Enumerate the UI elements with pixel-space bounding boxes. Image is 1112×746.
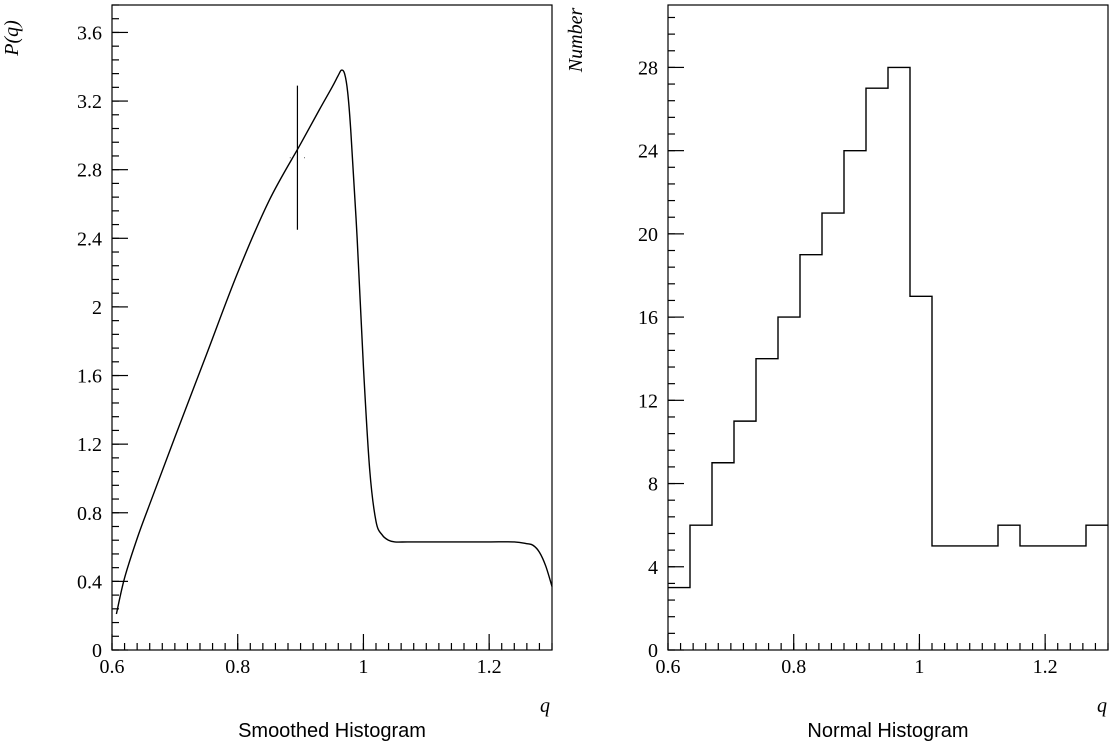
y-tick-label: 2.8: [77, 160, 102, 182]
smoothed-histogram-frame: [111, 4, 553, 651]
smoothed-probability-curve: [115, 69, 553, 615]
y-tick-label: 2.4: [77, 228, 102, 250]
normal-histogram-frame: [667, 4, 1109, 651]
x-tick-label: 1.2: [1033, 656, 1058, 678]
y-tick-label: 2: [92, 297, 102, 319]
y-tick-label: 3.6: [77, 22, 102, 44]
normal-histogram-y-label: Number: [565, 8, 587, 74]
y-tick-label: 16: [638, 307, 658, 329]
y-tick-label: 28: [638, 57, 658, 79]
y-tick-label: 0: [648, 640, 658, 662]
x-tick-label: 1: [358, 656, 368, 678]
y-tick-label: 3.2: [77, 91, 102, 113]
histogram-step-outline: [668, 66, 1108, 589]
y-tick-label: 1.2: [77, 434, 102, 456]
smoothed-histogram-panel: 0.6 0.8 1 1.2 0 0.4 0.8 1.2 1.6 2 2.4 2.8 3.2 3.6 P(q…: [1, 4, 553, 742]
normal-histogram-ticks: [667, 16, 1109, 651]
smoothed-histogram-y-label: P(q): [1, 20, 23, 57]
x-tick-label: 1: [914, 656, 924, 678]
y-tick-label: 12: [638, 390, 658, 412]
smoothed-histogram-ticks: [111, 4, 553, 651]
x-tick-label: 1.2: [477, 656, 502, 678]
normal-histogram-x-label: q: [1097, 695, 1107, 717]
y-tick-label: 0.4: [77, 571, 102, 593]
normal-histogram-panel: 0.6 0.8 1 1.2 0 4 8 12 16 20 24 28 Number q Normal …: [565, 4, 1109, 742]
y-tick-label: 1.6: [77, 366, 102, 388]
normal-histogram-tick-labels: 0.6 0.8 1 1.2 0 4 8 12 16 20 24 28: [638, 57, 1058, 678]
y-tick-label: 8: [648, 474, 658, 496]
normal-histogram-caption: Normal Histogram: [807, 720, 968, 742]
x-tick-label: 0.6: [100, 656, 125, 678]
x-tick-label: 0.8: [781, 656, 806, 678]
smoothed-histogram-tick-labels: 0.6 0.8 1 1.2 0 0.4 0.8 1.2 1.6 2 2.4 2.8 3.2 3.6: [77, 22, 502, 678]
smoothed-histogram-caption: Smoothed Histogram: [238, 720, 426, 742]
y-tick-label: 24: [638, 141, 658, 163]
y-tick-label: 0.8: [77, 503, 102, 525]
y-tick-label: 4: [648, 557, 658, 579]
smoothed-histogram-x-label: q: [540, 695, 550, 717]
y-tick-label: 0: [92, 640, 102, 662]
x-tick-label: 0.6: [656, 656, 681, 678]
error-bar-marker: [289, 85, 305, 230]
x-tick-label: 0.8: [225, 656, 250, 678]
y-tick-label: 20: [638, 224, 658, 246]
